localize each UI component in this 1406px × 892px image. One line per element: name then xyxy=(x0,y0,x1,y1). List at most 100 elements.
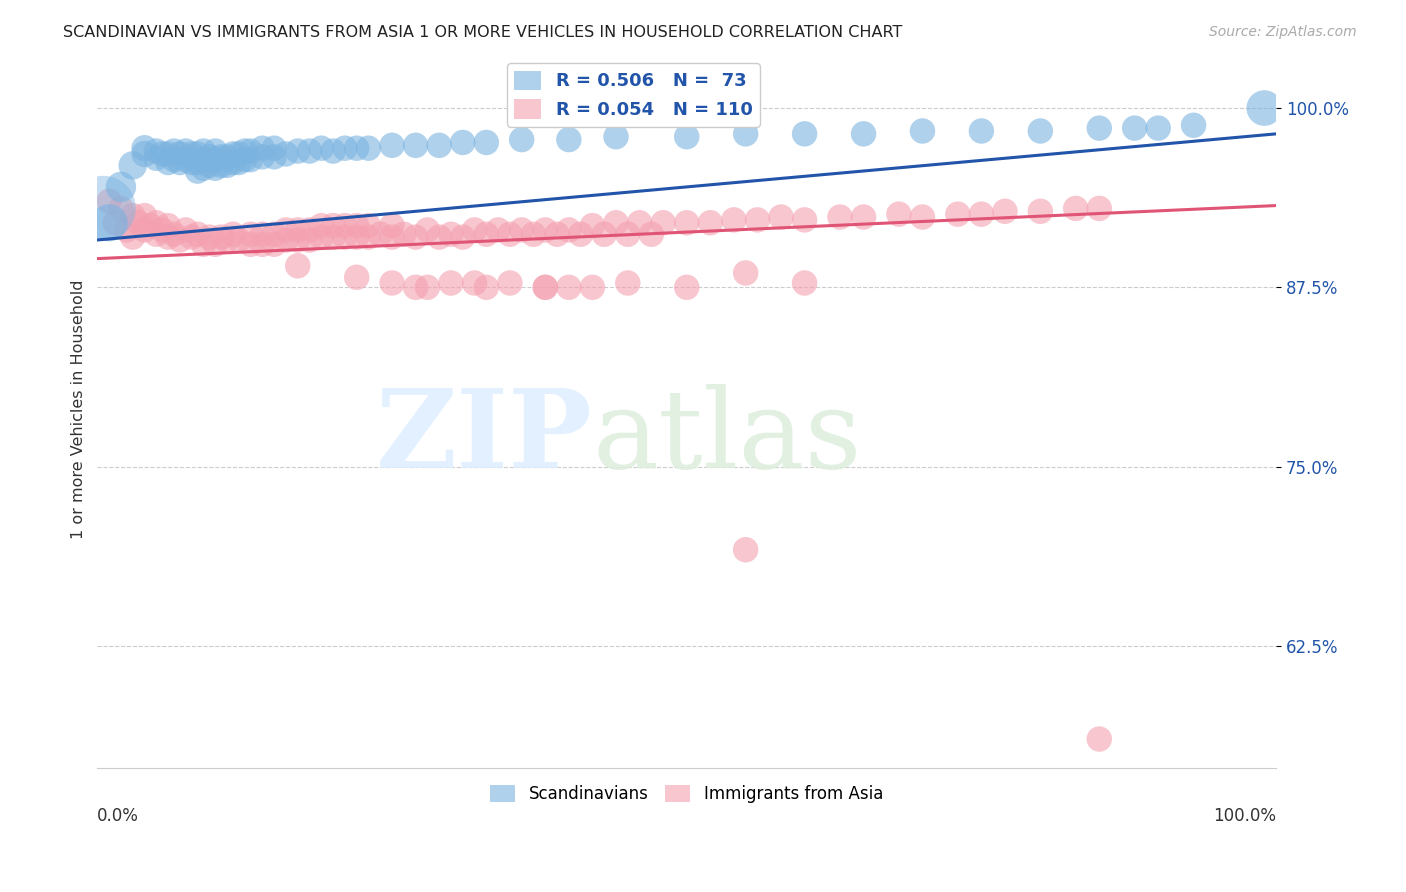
Point xyxy=(346,230,368,244)
Point xyxy=(346,219,368,233)
Point xyxy=(98,194,121,209)
Point xyxy=(464,276,486,290)
Point xyxy=(793,276,815,290)
Point xyxy=(734,542,756,557)
Point xyxy=(287,144,309,158)
Point xyxy=(546,227,568,242)
Point xyxy=(239,227,262,242)
Point xyxy=(263,227,285,242)
Point xyxy=(121,158,143,172)
Point xyxy=(157,219,180,233)
Point xyxy=(233,144,256,158)
Point xyxy=(522,227,544,242)
Point xyxy=(311,219,333,233)
Point xyxy=(475,227,498,242)
Point xyxy=(222,227,245,242)
Point xyxy=(464,223,486,237)
Point xyxy=(322,144,344,158)
Point xyxy=(204,161,226,176)
Point xyxy=(287,233,309,247)
Point xyxy=(534,280,557,294)
Point xyxy=(163,153,186,167)
Point xyxy=(510,132,533,146)
Point xyxy=(946,207,969,221)
Point xyxy=(233,153,256,167)
Point xyxy=(198,230,221,244)
Point xyxy=(381,219,404,233)
Point xyxy=(163,227,186,242)
Point xyxy=(252,150,274,164)
Point xyxy=(222,155,245,169)
Point xyxy=(198,150,221,164)
Point xyxy=(263,150,285,164)
Point xyxy=(675,280,697,294)
Point xyxy=(440,227,463,242)
Point xyxy=(405,230,427,244)
Point xyxy=(239,237,262,252)
Point xyxy=(187,227,209,242)
Y-axis label: 1 or more Vehicles in Household: 1 or more Vehicles in Household xyxy=(72,279,86,539)
Point xyxy=(121,209,143,223)
Point xyxy=(617,276,640,290)
Point xyxy=(198,158,221,172)
Point xyxy=(368,227,391,242)
Text: Source: ZipAtlas.com: Source: ZipAtlas.com xyxy=(1209,25,1357,39)
Point xyxy=(510,223,533,237)
Point xyxy=(451,230,474,244)
Point xyxy=(187,155,209,169)
Point xyxy=(381,276,404,290)
Point xyxy=(734,266,756,280)
Point xyxy=(605,216,627,230)
Point xyxy=(581,219,603,233)
Point xyxy=(852,210,875,224)
Point xyxy=(274,233,297,247)
Point xyxy=(263,141,285,155)
Text: 0.0%: 0.0% xyxy=(97,807,139,825)
Point xyxy=(451,136,474,150)
Point xyxy=(1064,202,1087,216)
Point xyxy=(169,147,191,161)
Point xyxy=(163,144,186,158)
Point xyxy=(357,219,380,233)
Point xyxy=(734,127,756,141)
Point xyxy=(145,151,167,165)
Point xyxy=(193,237,215,252)
Point xyxy=(193,144,215,158)
Point xyxy=(747,213,769,227)
Point xyxy=(91,202,114,216)
Point xyxy=(263,237,285,252)
Point xyxy=(1147,121,1170,136)
Point xyxy=(311,230,333,244)
Point xyxy=(204,153,226,167)
Point xyxy=(593,227,616,242)
Point xyxy=(1088,202,1111,216)
Point xyxy=(174,144,197,158)
Point xyxy=(145,144,167,158)
Point xyxy=(887,207,910,221)
Point xyxy=(405,280,427,294)
Point xyxy=(346,141,368,155)
Text: ZIP: ZIP xyxy=(375,384,592,491)
Point xyxy=(322,219,344,233)
Point xyxy=(534,223,557,237)
Point xyxy=(169,233,191,247)
Point xyxy=(193,153,215,167)
Point xyxy=(1029,204,1052,219)
Point xyxy=(174,153,197,167)
Point xyxy=(104,216,127,230)
Point xyxy=(215,158,238,172)
Point xyxy=(1088,732,1111,747)
Point xyxy=(298,223,321,237)
Point xyxy=(970,124,993,138)
Point xyxy=(115,223,138,237)
Point xyxy=(852,127,875,141)
Point xyxy=(128,216,150,230)
Point xyxy=(209,230,232,244)
Point xyxy=(381,138,404,153)
Point xyxy=(150,223,173,237)
Point xyxy=(228,155,250,169)
Point xyxy=(333,230,356,244)
Point xyxy=(204,237,226,252)
Point xyxy=(274,223,297,237)
Point xyxy=(1123,121,1146,136)
